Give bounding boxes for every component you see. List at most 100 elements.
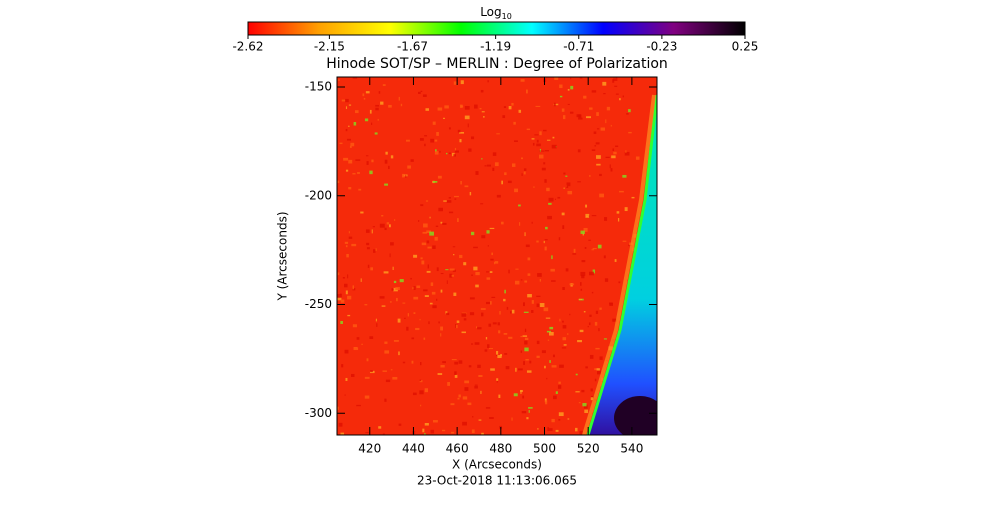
texture	[364, 118, 369, 122]
texture	[411, 337, 415, 340]
texture	[464, 185, 469, 188]
texture	[362, 93, 365, 97]
texture	[503, 298, 506, 302]
texture	[520, 335, 524, 338]
texture	[384, 183, 389, 186]
texture	[520, 279, 523, 281]
x-axis-label: X (Arcseconds)	[452, 458, 542, 472]
texture	[361, 343, 363, 345]
texture	[427, 264, 429, 269]
texture	[504, 172, 507, 176]
texture	[454, 150, 459, 153]
texture	[420, 362, 422, 366]
texture	[508, 106, 512, 110]
texture	[552, 136, 555, 139]
texture	[490, 368, 495, 371]
texture	[626, 113, 629, 115]
texture	[558, 418, 561, 421]
texture	[544, 365, 546, 369]
texture	[543, 240, 545, 244]
texture	[481, 111, 485, 113]
texture	[539, 131, 542, 136]
colorbar-tick-label: -2.15	[314, 40, 345, 54]
colorbar-label: Log10	[480, 5, 512, 21]
texture	[583, 227, 588, 232]
texture	[548, 202, 552, 205]
texture	[514, 188, 518, 193]
texture	[494, 262, 496, 265]
texture	[520, 79, 525, 82]
texture	[420, 257, 423, 260]
texture	[459, 139, 462, 143]
texture	[345, 290, 348, 295]
texture	[548, 428, 553, 431]
texture	[442, 361, 446, 364]
texture	[580, 282, 582, 286]
texture	[557, 196, 561, 199]
texture	[366, 358, 369, 362]
texture	[360, 278, 362, 282]
texture	[591, 291, 594, 294]
texture	[365, 229, 370, 233]
texture	[523, 302, 525, 307]
texture	[518, 109, 522, 113]
texture	[531, 309, 534, 313]
texture	[457, 397, 460, 400]
texture	[382, 370, 387, 372]
texture	[599, 307, 602, 310]
texture	[462, 421, 467, 426]
texture	[347, 274, 349, 279]
texture	[561, 212, 565, 216]
texture	[524, 347, 529, 352]
texture	[480, 308, 486, 310]
texture	[536, 340, 540, 345]
texture	[451, 358, 457, 361]
y-tick-label: -250	[305, 297, 332, 311]
texture	[528, 407, 533, 409]
texture	[559, 95, 563, 98]
texture	[527, 257, 531, 261]
texture	[421, 242, 427, 246]
texture	[382, 84, 386, 86]
texture	[596, 155, 601, 159]
texture	[425, 200, 429, 202]
texture	[496, 378, 499, 381]
texture	[520, 390, 522, 394]
texture	[424, 433, 426, 435]
texture	[505, 366, 510, 370]
texture	[492, 152, 497, 156]
texture	[474, 342, 480, 345]
texture	[559, 84, 563, 89]
texture	[579, 430, 583, 435]
texture	[604, 217, 608, 221]
colorbar-tick-label: -0.71	[563, 40, 594, 54]
texture	[490, 258, 494, 261]
texture	[599, 193, 605, 198]
texture	[595, 142, 600, 145]
texture	[444, 105, 449, 109]
texture	[424, 135, 428, 137]
texture	[520, 350, 523, 353]
texture	[551, 144, 557, 149]
texture	[597, 370, 602, 375]
texture	[503, 106, 507, 108]
texture	[474, 385, 478, 389]
texture	[393, 340, 399, 342]
texture	[635, 156, 640, 160]
texture	[569, 111, 574, 114]
texture	[345, 245, 348, 248]
texture	[486, 277, 491, 280]
texture	[371, 159, 374, 163]
texture	[492, 322, 497, 325]
x-tick-label: 520	[577, 442, 600, 456]
texture	[337, 406, 339, 410]
texture	[467, 402, 472, 406]
texture	[384, 159, 388, 164]
texture	[525, 89, 528, 94]
chart-title: Hinode SOT/SP – MERLIN : Degree of Polar…	[326, 56, 668, 72]
texture	[348, 159, 353, 164]
texture	[459, 104, 463, 108]
texture	[364, 376, 370, 379]
texture	[526, 417, 529, 420]
texture	[589, 175, 591, 177]
